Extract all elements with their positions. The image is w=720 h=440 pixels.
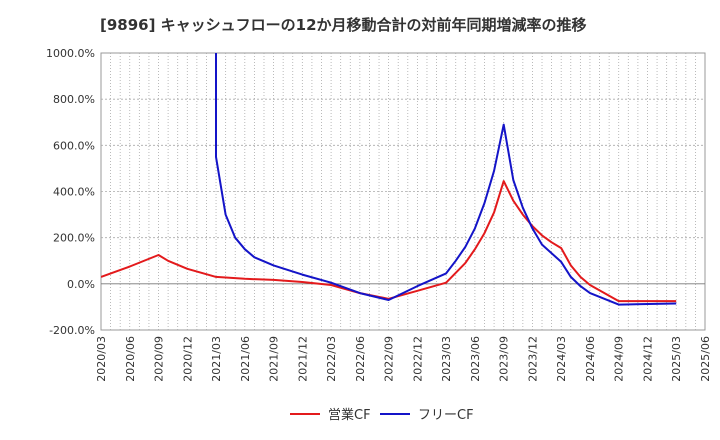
y-tick-label: 1000.0%	[46, 47, 95, 60]
x-tick-label: 2020/09	[153, 336, 166, 382]
legend-label: 営業CF	[328, 407, 371, 423]
y-tick-label: 0.0%	[67, 278, 95, 291]
x-tick-label: 2025/03	[670, 336, 683, 382]
x-tick-label: 2024/03	[555, 336, 568, 382]
legend: 営業CF フリーCF	[290, 407, 474, 423]
x-tick-label: 2022/06	[354, 336, 367, 382]
x-tick-label: 2021/06	[239, 336, 252, 382]
x-tick-label: 2022/12	[411, 336, 424, 382]
y-tick-label: 200.0%	[53, 232, 95, 245]
x-tick-label: 2024/09	[613, 336, 626, 382]
x-tick-label: 2020/03	[95, 336, 108, 382]
x-tick-label: 2023/12	[526, 336, 539, 382]
series-line	[101, 180, 677, 303]
x-tick-label: 2024/12	[641, 336, 654, 382]
x-tick-label: 2020/12	[181, 336, 194, 382]
x-tick-label: 2021/12	[296, 336, 309, 382]
x-tick-label: 2025/06	[699, 336, 712, 382]
x-tick-label: 2022/03	[325, 336, 338, 382]
x-tick-label: 2023/06	[469, 336, 482, 382]
legend-label: フリーCF	[418, 408, 474, 423]
y-tick-label: -200.0%	[49, 324, 95, 337]
grid	[101, 53, 705, 330]
x-tick-label: 2020/06	[124, 336, 137, 382]
y-tick-label: 600.0%	[53, 139, 95, 152]
x-tick-label: 2021/03	[210, 336, 223, 382]
x-tick-label: 2024/06	[584, 336, 597, 382]
x-tick-label: 2023/09	[498, 336, 511, 382]
series-lines	[101, 53, 677, 306]
x-axis: 2020/03 2020/06 2020/09 2020/12 2021/03 2021/…	[95, 336, 712, 382]
series-line	[215, 53, 677, 306]
x-tick-label: 2022/09	[383, 336, 396, 382]
y-tick-label: 400.0%	[53, 186, 95, 199]
x-tick-label: 2023/03	[440, 336, 453, 382]
x-tick-label: 2021/09	[268, 336, 281, 382]
chart-title: [9896] キャッシュフローの12か月移動合計の対前年同期増減率の推移	[100, 16, 587, 34]
y-axis: -200.0% 0.0% 200.0% 400.0% 600.0% 800.0% 1000.…	[46, 47, 95, 337]
y-tick-label: 800.0%	[53, 93, 95, 106]
